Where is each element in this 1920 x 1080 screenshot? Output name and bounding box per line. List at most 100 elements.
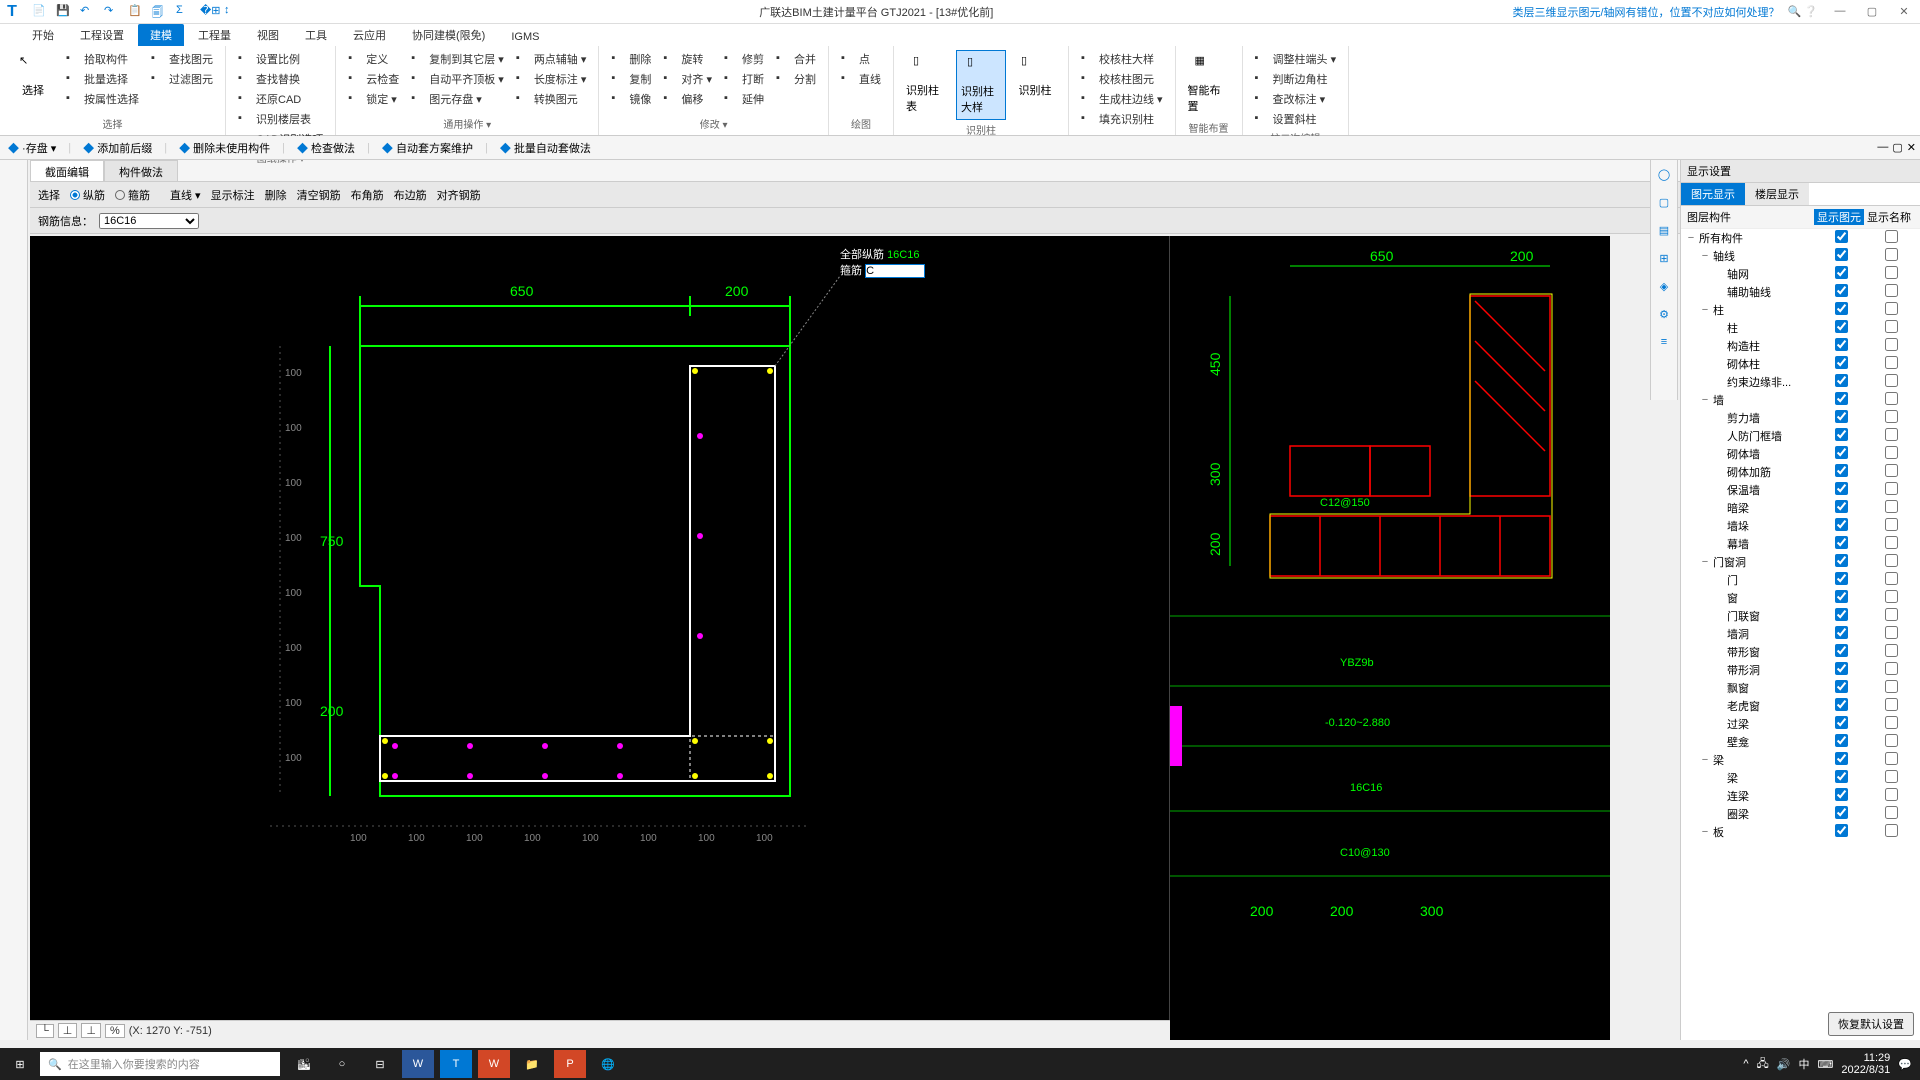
show-name-checkbox[interactable] [1885,464,1898,477]
strip-icon[interactable]: ◈ [1651,272,1677,300]
layer-row[interactable]: −轴线 [1681,247,1920,265]
sp-tab-floor[interactable]: 楼层显示 [1745,183,1809,205]
cad-canvas[interactable]: 650 200 450 300 200 C12@150 YBZ9 [1170,236,1610,1040]
show-element-checkbox[interactable] [1835,590,1848,603]
show-name-checkbox[interactable] [1885,248,1898,261]
show-name-checkbox[interactable] [1885,266,1898,279]
show-element-checkbox[interactable] [1835,338,1848,351]
layer-row[interactable]: 飘窗 [1681,679,1920,697]
reset-button[interactable]: 恢复默认设置 [1828,1012,1914,1036]
layer-row[interactable]: −门窗洞 [1681,553,1920,571]
layer-row[interactable]: 带形洞 [1681,661,1920,679]
layer-row[interactable]: 墙垛 [1681,517,1920,535]
panel-max-icon[interactable]: ▢ [1892,141,1902,154]
show-name-checkbox[interactable] [1885,644,1898,657]
sec-toolbar-button[interactable]: ◆ 删除未使用构件 [179,140,270,156]
minimize-icon[interactable]: — [1824,5,1856,18]
ribbon-button[interactable]: ▪查改标注 ▾ [1251,90,1341,108]
ribbon-button[interactable]: ▪云检查 [344,70,403,88]
qat-icon[interactable]: Σ [176,4,192,20]
show-element-checkbox[interactable] [1835,680,1848,693]
show-element-checkbox[interactable] [1835,320,1848,333]
layer-row[interactable]: −柱 [1681,301,1920,319]
ribbon-tab[interactable]: 开始 [20,24,66,46]
ribbon-button[interactable]: ▪旋转 [659,50,716,68]
strip-icon[interactable]: ⚙ [1651,300,1677,328]
tray-vol-icon[interactable]: 🔊 [1777,1058,1791,1071]
stirrup-input[interactable] [865,264,925,278]
show-element-checkbox[interactable] [1835,464,1848,477]
show-name-checkbox[interactable] [1885,590,1898,603]
show-name-checkbox[interactable] [1885,752,1898,765]
radio-longitudinal[interactable]: 纵筋 [70,187,105,203]
layer-row[interactable]: −板 [1681,823,1920,841]
qat-icon[interactable]: ↷ [104,4,120,20]
show-name-checkbox[interactable] [1885,518,1898,531]
ribbon-button[interactable]: ▪分割 [772,70,820,88]
show-element-checkbox[interactable] [1835,482,1848,495]
show-element-checkbox[interactable] [1835,428,1848,441]
show-name-checkbox[interactable] [1885,410,1898,423]
notifications-icon[interactable]: 💬 [1898,1058,1912,1071]
show-element-checkbox[interactable] [1835,788,1848,801]
layer-row[interactable]: 约束边缘非... [1681,373,1920,391]
ribbon-button[interactable]: ▪转换图元 [512,90,591,108]
col-name[interactable]: 显示名称 [1864,209,1914,225]
show-element-checkbox[interactable] [1835,626,1848,639]
show-name-checkbox[interactable] [1885,554,1898,567]
layer-list[interactable]: −所有构件−轴线轴网辅助轴线−柱柱构造柱砌体柱约束边缘非...−墙剪力墙人防门框… [1681,229,1920,1019]
show-element-checkbox[interactable] [1835,284,1848,297]
show-name-checkbox[interactable] [1885,446,1898,459]
tb-ppt[interactable]: P [554,1050,586,1078]
tb-cortana[interactable]: ○ [326,1050,358,1078]
ribbon-button[interactable]: ▪还原CAD [234,90,327,108]
show-name-checkbox[interactable] [1885,608,1898,621]
show-name-checkbox[interactable] [1885,284,1898,297]
qat-icon[interactable]: �⊞ [200,4,216,20]
strip-icon[interactable]: ⊞ [1651,244,1677,272]
show-name-checkbox[interactable] [1885,806,1898,819]
layer-row[interactable]: −所有构件 [1681,229,1920,247]
show-name-checkbox[interactable] [1885,824,1898,837]
show-name-checkbox[interactable] [1885,734,1898,747]
sb-btn[interactable]: % [105,1024,125,1038]
qat-icon[interactable]: 🗐 [152,4,168,20]
layer-row[interactable]: 剪力墙 [1681,409,1920,427]
layer-row[interactable]: 轴网 [1681,265,1920,283]
ed-toolbar-button[interactable]: 清空钢筋 [297,190,341,202]
show-element-checkbox[interactable] [1835,500,1848,513]
show-name-checkbox[interactable] [1885,716,1898,729]
ribbon-button[interactable]: ▪对齐 ▾ [659,70,716,88]
radio-stirrup[interactable]: 箍筋 [115,187,150,203]
tray-net-icon[interactable]: 🖧 [1757,1055,1769,1074]
ribbon-tab[interactable]: IGMS [499,28,551,46]
ribbon-tab[interactable]: 工程量 [186,24,243,46]
tab-method[interactable]: 构件做法 [104,160,178,181]
layer-row[interactable]: 构造柱 [1681,337,1920,355]
search-box[interactable]: 🔍 在这里输入你要搜索的内容 [40,1052,280,1076]
tray-ime-icon[interactable]: 中 [1798,1056,1809,1072]
show-element-checkbox[interactable] [1835,536,1848,549]
ribbon-button[interactable]: ▪修剪 [720,50,768,68]
sec-toolbar-button[interactable]: ◆ ·存盘 ▾ [8,140,56,156]
show-name-checkbox[interactable] [1885,770,1898,783]
show-element-checkbox[interactable] [1835,644,1848,657]
tb-weather[interactable]: 🏙 [288,1050,320,1078]
ribbon-button[interactable]: ▪查找图元 [147,50,217,68]
help-icon[interactable]: 🔍 ❔ [1788,5,1818,18]
clock[interactable]: 11:292022/8/31 [1841,1052,1890,1076]
ribbon-button[interactable]: ▪锁定 ▾ [344,90,403,108]
ribbon-button[interactable]: ▪识别楼层表 [234,110,327,128]
ribbon-button[interactable]: ▪两点辅轴 ▾ [512,50,591,68]
ribbon-button[interactable]: ▪定义 [344,50,403,68]
ribbon-tab[interactable]: 工具 [293,24,339,46]
left-collapsed-panel[interactable] [0,160,28,1040]
ribbon-button[interactable]: ▪调整柱端头 ▾ [1251,50,1341,68]
show-element-checkbox[interactable] [1835,446,1848,459]
col-show[interactable]: 显示图元 [1814,209,1864,225]
select-label[interactable]: 选择 [38,187,60,203]
smart-layout-button[interactable]: ▦ 智能布置 [1184,50,1234,118]
ribbon-button[interactable]: ▪查找替换 [234,70,327,88]
ribbon-button[interactable]: ▪填充识别柱 [1077,110,1167,128]
ribbon-button[interactable]: ▪自动平齐顶板 ▾ [407,70,508,88]
